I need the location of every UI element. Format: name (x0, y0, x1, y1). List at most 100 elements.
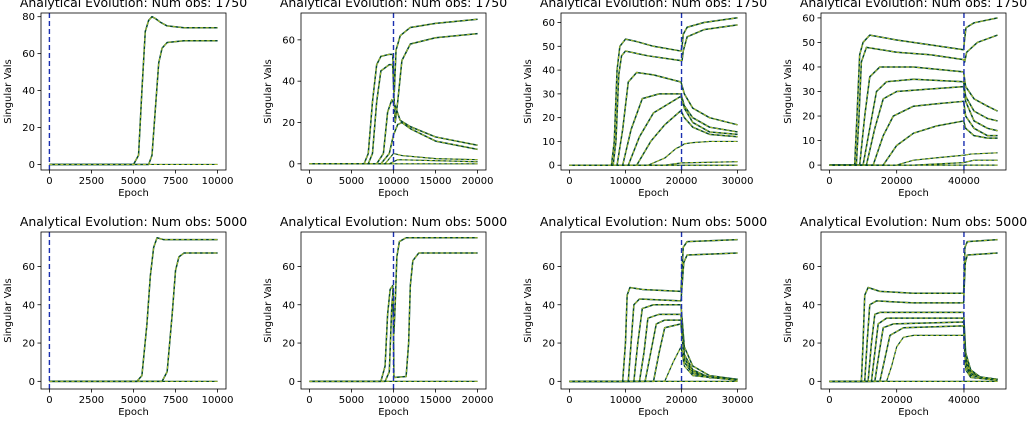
series-line-1-dashed-overlay (49, 16, 218, 165)
subplot-title: Analytical Evolution: Num obs: 5000 (280, 214, 507, 229)
series-line-6-dashed-overlay (569, 323, 738, 382)
x-tick-label: 7500 (163, 176, 188, 187)
series-line-1-dashed-overlay (829, 17, 998, 166)
y-tick-label: 10 (802, 136, 815, 147)
series-line-2-dashed-overlay (829, 34, 998, 166)
y-tick-label: 80 (22, 12, 35, 23)
series-line-1-dashed-overlay (49, 237, 218, 382)
x-axis-label: Epoch (378, 188, 409, 199)
series-line-7-dashed (569, 140, 738, 166)
x-tick-label: 30000 (722, 395, 754, 406)
x-tick-label: 0 (306, 176, 312, 187)
y-axis-label: Singular Vals (3, 59, 14, 124)
y-tick-label: 20 (282, 118, 295, 129)
series-line-2-dashed-overlay (309, 33, 478, 165)
x-tick-label: 5000 (339, 395, 364, 406)
x-tick-label: 0 (566, 176, 572, 187)
subplot-title: Analytical Evolution: Num obs: 5000 (540, 214, 767, 229)
series-line-2 (829, 252, 998, 383)
series-line-3-dashed-overlay (829, 66, 998, 166)
plot-area (569, 13, 738, 170)
x-tick-label: 0 (46, 176, 52, 187)
series-line-2-dashed-overlay (829, 252, 998, 382)
series-line-3 (569, 71, 738, 166)
series-line-6 (569, 323, 738, 383)
series-line-7-dashed (829, 334, 998, 382)
series-line-2 (49, 252, 218, 383)
y-tick-label: 50 (542, 42, 555, 53)
series-line-1 (569, 238, 738, 383)
y-tick-label: 0 (289, 159, 295, 170)
x-tick-label: 10000 (378, 176, 410, 187)
series-line-1 (829, 238, 998, 383)
y-tick-label: 60 (542, 262, 555, 273)
axes-frame (560, 12, 747, 171)
y-axis-label: Singular Vals (263, 278, 274, 343)
x-tick-label: 10000 (202, 395, 234, 406)
y-tick-label: 20 (802, 339, 815, 350)
y-tick-label: 20 (22, 123, 35, 134)
axes-frame (40, 12, 227, 171)
y-tick-label: 0 (809, 377, 815, 388)
x-tick-label: 10000 (378, 395, 410, 406)
y-tick-label: 50 (802, 38, 815, 49)
subplot-title: Analytical Evolution: Num obs: 1750 (800, 0, 1027, 10)
series-line-3-dashed-overlay (829, 311, 998, 382)
subplot-7: 0 10000 20000 30000 0 20 40 60 Analytical Evolut… (523, 214, 767, 418)
x-tick-label: 10000 (202, 176, 234, 187)
y-tick-label: 0 (29, 377, 35, 388)
x-tick-label: 20000 (881, 395, 913, 406)
plot-area (309, 13, 478, 170)
series-line-3-dashed-overlay (569, 71, 738, 166)
y-tick-label: 60 (282, 35, 295, 46)
series-line-2-dashed-overlay (309, 252, 478, 382)
series-line-4 (569, 313, 738, 383)
x-tick-label: 0 (826, 176, 832, 187)
y-tick-label: 60 (22, 262, 35, 273)
y-tick-label: 30 (802, 87, 815, 98)
plot-area (829, 232, 998, 389)
x-tick-label: 15000 (420, 176, 452, 187)
y-tick-label: 20 (802, 112, 815, 123)
x-tick-label: 10000 (610, 176, 642, 187)
y-axis-label: Singular Vals (783, 59, 794, 124)
y-tick-label: 60 (802, 262, 815, 273)
subplot-title: Analytical Evolution: Num obs: 5000 (20, 214, 247, 229)
x-tick-label: 15000 (420, 395, 452, 406)
subplot-1: 0 2500 5000 7500 10000 0 20 40 60 80 Analytical Ev… (3, 0, 247, 199)
series-line-1 (569, 17, 738, 166)
series-line-2 (49, 39, 218, 166)
subplot-8: 0 20000 40000 0 20 40 60 Analytical Evolution: … (783, 214, 1027, 418)
x-axis-label: Epoch (898, 188, 929, 199)
axes-frame (560, 231, 747, 390)
series-line-2-dashed-overlay (49, 40, 218, 165)
y-tick-label: 0 (549, 377, 555, 388)
series-line-1-dashed-overlay (569, 239, 738, 382)
series-line-2-dashed-overlay (569, 252, 738, 382)
x-tick-label: 40000 (948, 395, 980, 406)
axes-frame (820, 12, 1007, 171)
plot-area (569, 232, 738, 389)
series-line-1 (49, 236, 218, 383)
series-line-2 (829, 34, 998, 166)
plot-area (829, 13, 998, 170)
series-line-5-dashed-overlay (829, 86, 998, 166)
y-tick-label: 40 (802, 300, 815, 311)
plot-area (48, 13, 218, 170)
x-tick-label: 30000 (722, 176, 754, 187)
series-line-5-dashed-overlay (569, 319, 738, 382)
y-tick-label: 40 (22, 300, 35, 311)
y-tick-label: 20 (282, 339, 295, 350)
series-line-1-dashed-overlay (829, 239, 998, 382)
series-line-1 (829, 17, 998, 166)
subplot-title: Analytical Evolution: Num obs: 5000 (800, 214, 1027, 229)
subplot-title: Analytical Evolution: Num obs: 1750 (280, 0, 507, 10)
axes-frame (40, 231, 227, 390)
series-line-7 (829, 120, 998, 166)
y-tick-label: 0 (809, 161, 815, 172)
series-line-8-dashed (569, 161, 738, 166)
x-tick-label: 10000 (610, 395, 642, 406)
x-tick-label: 2500 (79, 395, 104, 406)
series-line-4-dashed-overlay (829, 78, 998, 166)
y-tick-label: 40 (282, 77, 295, 88)
